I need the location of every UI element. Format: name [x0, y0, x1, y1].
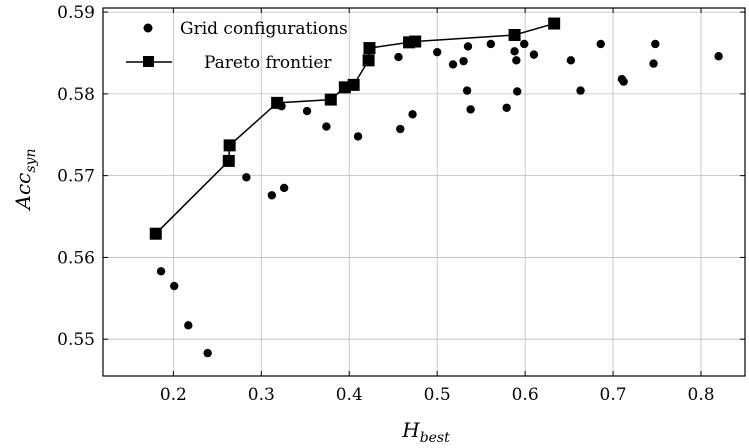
grid-configuration-point: [459, 56, 468, 66]
pareto-frontier-point: [324, 93, 337, 106]
grid-configuration-point: [432, 47, 442, 57]
pareto-frontier-point: [409, 35, 422, 48]
pareto-frontier-points: [149, 17, 561, 240]
y-tick-label: 0.58: [57, 85, 95, 105]
grid-configuration-point: [513, 87, 522, 96]
x-tick-label: 0.8: [688, 385, 715, 405]
grid-configuration-point: [510, 47, 519, 56]
pareto-frontier-point: [548, 17, 561, 30]
grid-configuration-point: [394, 52, 403, 62]
legend-label-pareto-frontier: Pareto frontier: [204, 53, 332, 73]
x-tick-label: 0.6: [512, 385, 539, 405]
grid-configuration-point: [529, 50, 539, 59]
grid-configuration-point: [576, 86, 585, 95]
axis-ticks: [103, 8, 745, 376]
grid-configuration-point: [170, 281, 179, 291]
grid-configurations-points: [156, 39, 723, 358]
grid-configuration-point: [203, 348, 212, 358]
y-tick-labels: 0.55 0.56 0.57 0.58 0.59: [57, 3, 95, 350]
legend: Grid configurations Pareto frontier: [126, 19, 348, 73]
x-tick-label: 0.7: [600, 385, 627, 405]
y-tick-label: 0.55: [57, 330, 95, 350]
legend-marker-pareto-frontier: [143, 56, 154, 67]
grid-configuration-point: [408, 110, 417, 119]
y-tick-label: 0.57: [57, 167, 95, 187]
pareto-frontier-point: [363, 42, 376, 55]
grid-lines: [103, 8, 745, 376]
x-axis-title: Hbest: [401, 418, 450, 446]
grid-configuration-point: [448, 60, 458, 69]
x-tick-label: 0.4: [336, 385, 363, 405]
y-tick-label: 0.56: [57, 248, 95, 268]
grid-configuration-point: [156, 267, 166, 276]
grid-configuration-point: [486, 39, 496, 49]
grid-configuration-point: [596, 39, 605, 49]
legend-label-grid-configurations: Grid configurations: [180, 19, 348, 39]
grid-configuration-point: [651, 39, 660, 49]
pareto-frontier-point: [362, 54, 375, 67]
grid-configuration-point: [462, 86, 472, 95]
pareto-frontier-point: [149, 227, 162, 240]
grid-configuration-point: [302, 106, 312, 116]
grid-configuration-point: [502, 103, 511, 112]
grid-configuration-point: [353, 132, 363, 141]
pareto-frontier-point: [508, 28, 521, 41]
grid-configuration-point: [649, 59, 658, 68]
x-tick-label: 0.2: [160, 385, 187, 405]
grid-configuration-point: [267, 191, 277, 200]
pareto-frontier-point: [222, 154, 235, 167]
grid-configuration-point: [520, 39, 529, 49]
legend-marker-grid-configurations: [143, 23, 153, 33]
grid-configuration-point: [322, 122, 331, 131]
grid-configuration-point: [619, 77, 628, 86]
grid-configuration-point: [242, 173, 251, 182]
y-tick-label: 0.59: [57, 3, 95, 23]
grid-configuration-point: [463, 42, 473, 51]
y-axis-title: Accsyn: [11, 149, 39, 212]
grid-configuration-point: [184, 321, 193, 330]
pareto-frontier-point: [347, 78, 360, 91]
x-tick-labels: 0.2 0.3 0.4 0.5 0.6 0.7 0.8: [160, 385, 715, 405]
x-tick-label: 0.3: [248, 385, 275, 405]
grid-configuration-point: [714, 52, 723, 61]
x-tick-label: 0.5: [424, 385, 451, 405]
grid-configuration-point: [279, 183, 289, 193]
grid-configuration-point: [512, 56, 521, 65]
grid-configuration-point: [566, 56, 576, 65]
grid-configuration-point: [466, 105, 475, 114]
plot-frame: [102, 7, 746, 377]
pareto-frontier-point: [223, 139, 236, 152]
grid-configuration-point: [396, 124, 405, 134]
pareto-frontier-point: [271, 96, 284, 109]
